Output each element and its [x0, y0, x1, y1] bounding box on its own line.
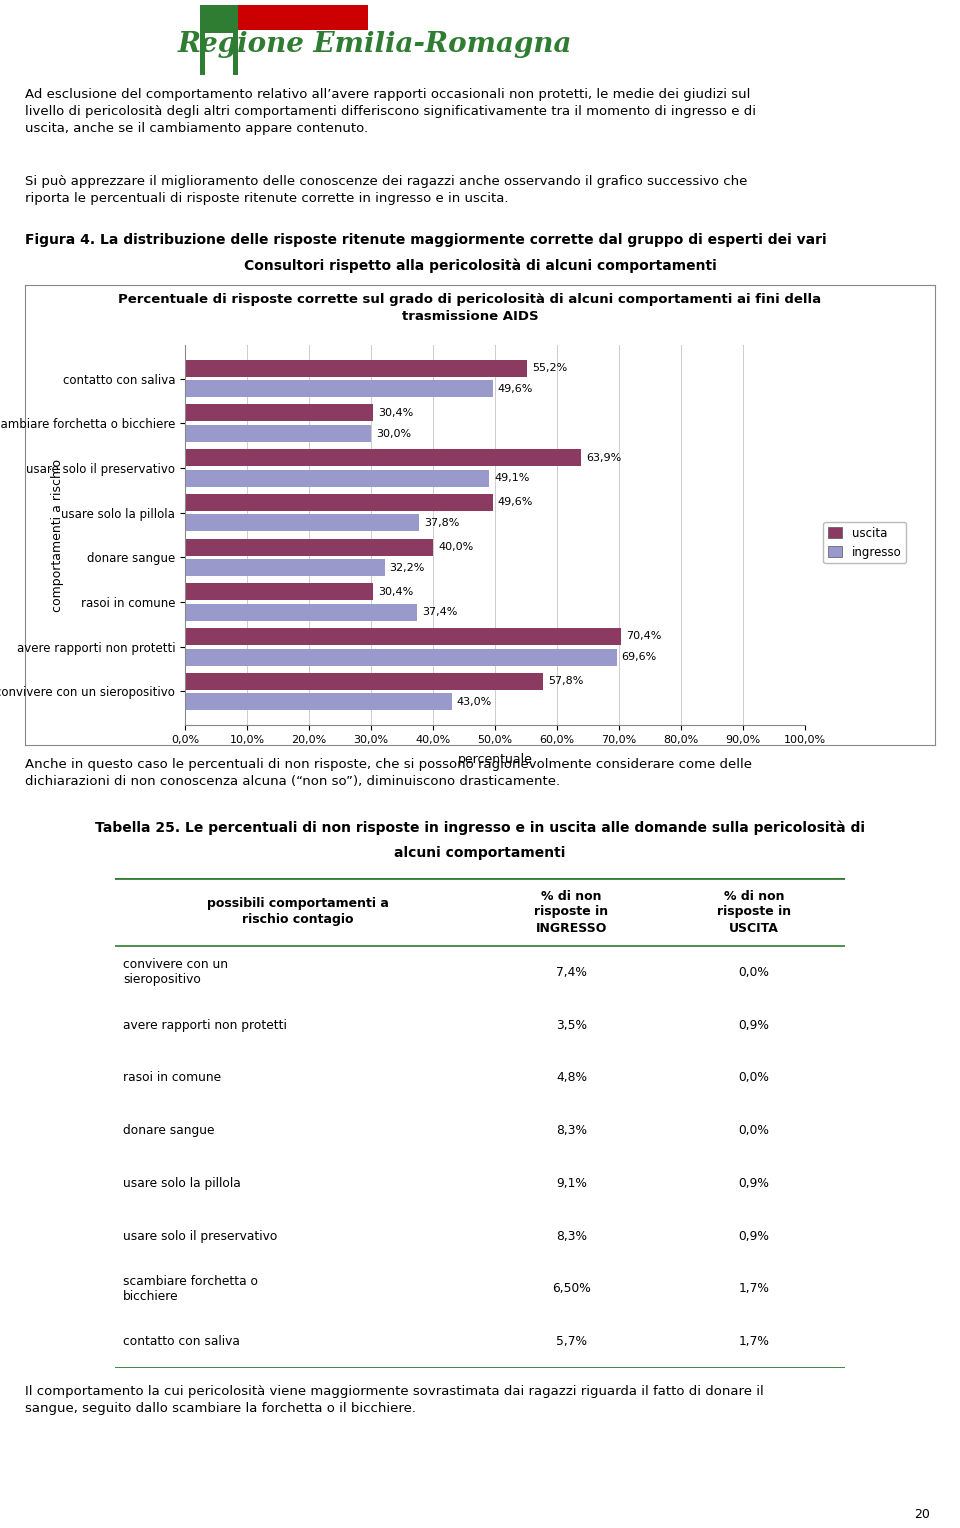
Text: 49,1%: 49,1% — [494, 474, 530, 483]
Bar — [185, 515, 420, 532]
Text: possibili comportamenti a
rischio contagio: possibili comportamenti a rischio contag… — [206, 897, 389, 926]
Text: convivere con un
sieropositivo: convivere con un sieropositivo — [123, 958, 228, 987]
Text: Ad esclusione del comportamento relativo all’avere rapporti occasionali non prot: Ad esclusione del comportamento relativo… — [25, 89, 756, 134]
Bar — [200, 5, 238, 75]
Text: 30,4%: 30,4% — [378, 408, 414, 419]
Bar — [185, 405, 373, 422]
Text: donare sangue: donare sangue — [123, 1125, 214, 1137]
Text: 1,7%: 1,7% — [738, 1335, 769, 1348]
Text: Percentuale di risposte corrette sul grado di pericolosità di alcuni comportamen: Percentuale di risposte corrette sul gra… — [118, 293, 822, 322]
Bar — [185, 604, 417, 620]
Bar — [185, 425, 371, 442]
Text: 7,4%: 7,4% — [556, 966, 587, 979]
Bar — [185, 538, 433, 556]
Text: 69,6%: 69,6% — [621, 652, 657, 662]
Bar — [185, 494, 492, 510]
Text: 6,50%: 6,50% — [552, 1282, 590, 1296]
Text: 37,8%: 37,8% — [424, 518, 460, 529]
Text: alcuni comportamenti: alcuni comportamenti — [395, 847, 565, 860]
Bar — [185, 559, 385, 576]
Text: 43,0%: 43,0% — [457, 697, 492, 707]
Text: 8,3%: 8,3% — [556, 1230, 587, 1242]
Text: 40,0%: 40,0% — [438, 542, 473, 552]
Text: Tabella 25. Le percentuali di non risposte in ingresso e in uscita alle domande : Tabella 25. Le percentuali di non rispos… — [95, 821, 865, 834]
Text: contatto con saliva: contatto con saliva — [123, 1335, 240, 1348]
Legend: uscita, ingresso: uscita, ingresso — [824, 523, 906, 564]
Text: 63,9%: 63,9% — [587, 452, 621, 463]
Text: 30,0%: 30,0% — [376, 428, 411, 439]
Text: Il comportamento la cui pericolosità viene maggiormente sovrastimata dai ragazzi: Il comportamento la cui pericolosità vie… — [25, 1384, 764, 1415]
Bar — [185, 449, 581, 466]
Text: 0,0%: 0,0% — [738, 966, 769, 979]
Bar — [185, 584, 373, 601]
Text: usare solo la pillola: usare solo la pillola — [123, 1177, 241, 1190]
Text: 0,9%: 0,9% — [738, 1019, 769, 1031]
Text: 49,6%: 49,6% — [497, 384, 533, 394]
Text: 5,7%: 5,7% — [556, 1335, 587, 1348]
X-axis label: percentuale: percentuale — [458, 753, 533, 766]
Text: 55,2%: 55,2% — [532, 364, 567, 373]
Text: % di non
risposte in
USCITA: % di non risposte in USCITA — [717, 889, 791, 935]
Text: Figura 4. La distribuzione delle risposte ritenute maggiormente corrette dal gru: Figura 4. La distribuzione delle rispost… — [25, 232, 827, 248]
Bar — [185, 694, 451, 711]
Bar — [185, 359, 527, 377]
Bar — [185, 672, 543, 689]
Bar — [238, 5, 368, 31]
Text: Regione Emilia-Romagna: Regione Emilia-Romagna — [178, 32, 572, 58]
Text: usare solo il preservativo: usare solo il preservativo — [123, 1230, 277, 1242]
Text: Anche in questo caso le percentuali di non risposte, che si possono ragionevolme: Anche in questo caso le percentuali di n… — [25, 758, 752, 788]
Text: 0,9%: 0,9% — [738, 1230, 769, 1242]
Text: 49,6%: 49,6% — [497, 498, 533, 507]
Bar — [185, 648, 616, 666]
Text: rasoi in comune: rasoi in comune — [123, 1071, 221, 1085]
Bar — [185, 469, 490, 487]
Bar — [185, 628, 621, 645]
Text: 1,7%: 1,7% — [738, 1282, 769, 1296]
Text: 57,8%: 57,8% — [548, 677, 584, 686]
Text: 32,2%: 32,2% — [390, 562, 425, 573]
Text: 70,4%: 70,4% — [627, 631, 661, 642]
Text: comportamenti a rischio: comportamenti a rischio — [52, 458, 64, 611]
Text: 0,9%: 0,9% — [738, 1177, 769, 1190]
Text: 9,1%: 9,1% — [556, 1177, 587, 1190]
Text: 4,8%: 4,8% — [556, 1071, 587, 1085]
Text: Si può apprezzare il miglioramento delle conoscenze dei ragazzi anche osservando: Si può apprezzare il miglioramento delle… — [25, 176, 748, 205]
Text: 20: 20 — [914, 1508, 930, 1522]
Text: 8,3%: 8,3% — [556, 1125, 587, 1137]
Text: Consultori rispetto alla pericolosità di alcuni comportamenti: Consultori rispetto alla pericolosità di… — [244, 258, 716, 274]
Text: 3,5%: 3,5% — [556, 1019, 587, 1031]
Text: % di non
risposte in
INGRESSO: % di non risposte in INGRESSO — [535, 889, 609, 935]
Text: 0,0%: 0,0% — [738, 1125, 769, 1137]
Bar — [205, 34, 233, 75]
Text: 0,0%: 0,0% — [738, 1071, 769, 1085]
Text: avere rapporti non protetti: avere rapporti non protetti — [123, 1019, 287, 1031]
Text: 37,4%: 37,4% — [421, 607, 457, 617]
Text: scambiare forchetta o
bicchiere: scambiare forchetta o bicchiere — [123, 1274, 258, 1303]
Text: 30,4%: 30,4% — [378, 587, 414, 597]
Bar — [185, 380, 492, 397]
